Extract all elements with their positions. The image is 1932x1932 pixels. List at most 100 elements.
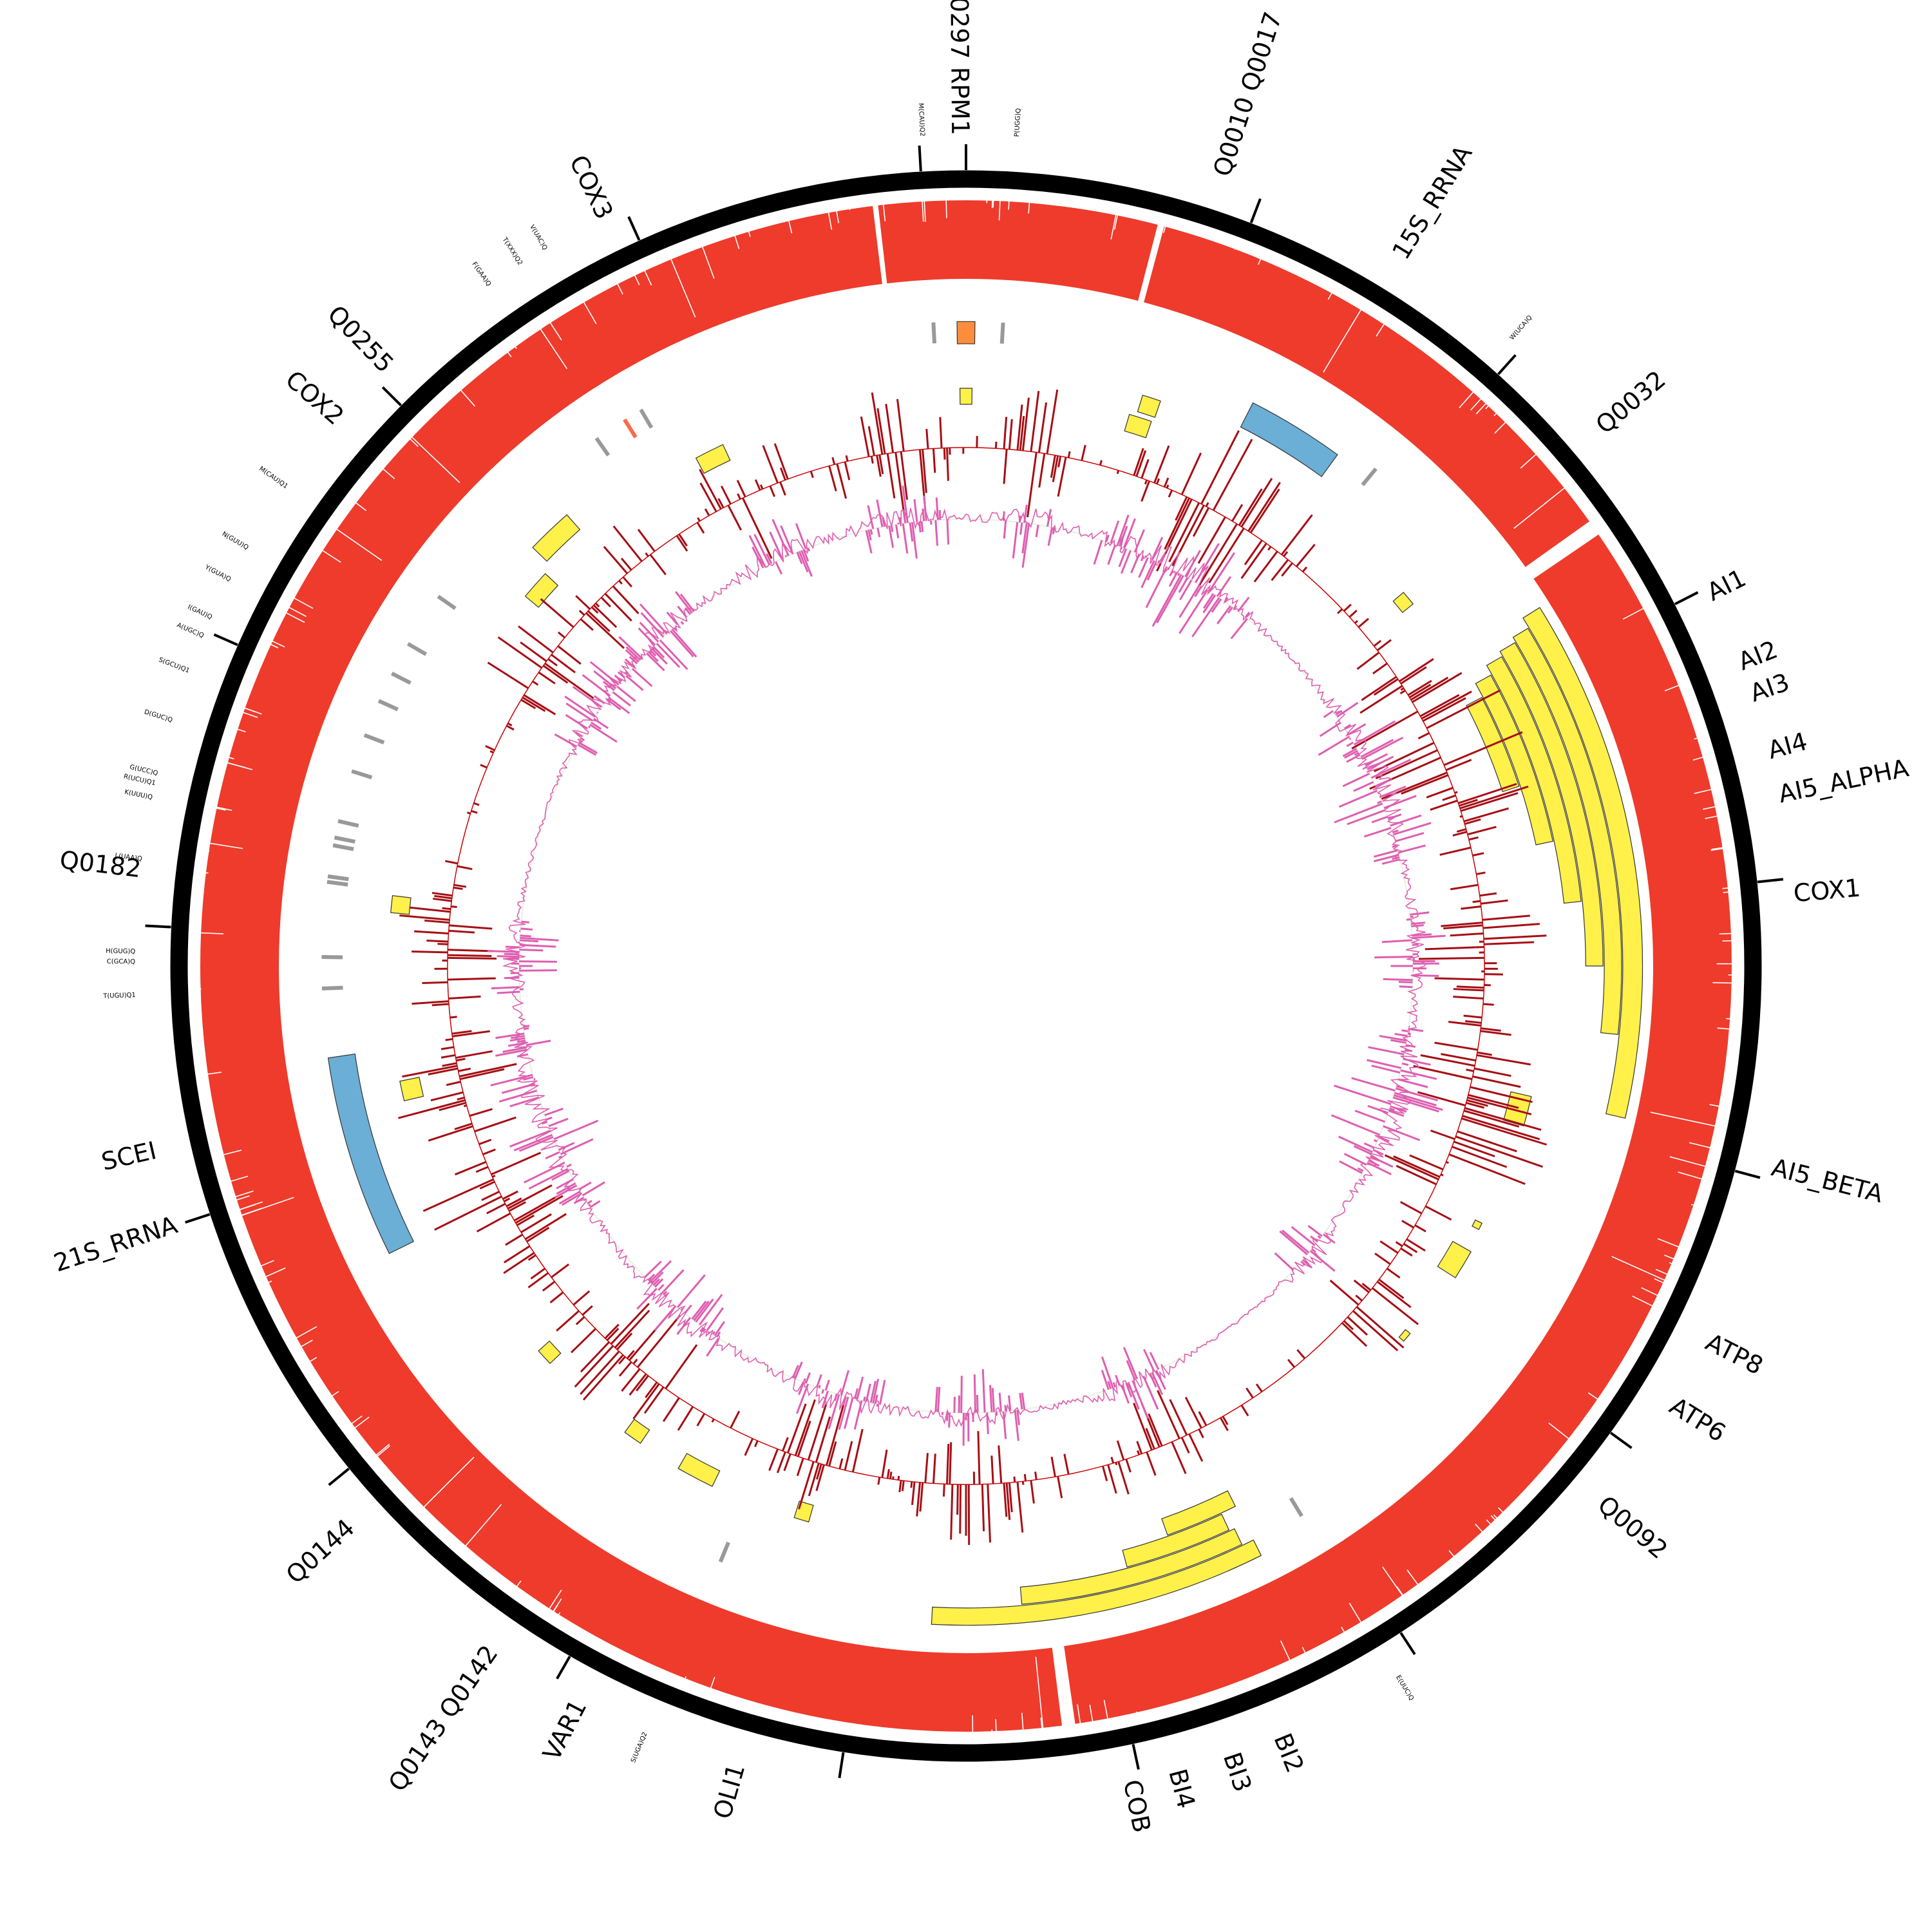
gene-label: COX2 [280, 365, 350, 431]
trna-label: M(CAU)Q2 [917, 103, 926, 137]
trna-label: L(UAA)Q [115, 852, 143, 862]
trna-label: W(UCA)Q [1509, 314, 1534, 342]
feature [399, 1077, 424, 1102]
trna-label: K(UUU)Q [124, 789, 153, 802]
gene-label: VAR1 [537, 1695, 592, 1765]
trna-feature [321, 985, 343, 990]
trna-feature [337, 819, 359, 828]
trna-feature [363, 733, 385, 744]
coverage-gap [872, 204, 887, 285]
trna-label: Y(GUA)Q [203, 564, 232, 583]
gene-label: ATP6 [1665, 1392, 1731, 1448]
position-tick [1734, 1170, 1761, 1179]
trna-label: E(UUC)Q [1394, 1674, 1415, 1702]
feature [931, 1539, 1262, 1626]
gc-line [502, 507, 1427, 1428]
trna-label: V(UAC)Q [528, 223, 549, 251]
gene-label: COX3 [564, 151, 619, 223]
gc-spikes [488, 486, 1446, 1446]
gene-label: 15S_RRNA [1387, 140, 1477, 264]
position-tick [1249, 198, 1262, 223]
feature [1392, 591, 1414, 613]
position-tick [918, 145, 922, 172]
gene-label: AI5_BETA [1768, 1153, 1886, 1209]
trna-label: C(GCA)Q [107, 958, 135, 965]
gene-label: AI3 [1747, 668, 1793, 708]
trna-feature [1361, 467, 1378, 486]
position-tick [328, 1468, 350, 1486]
trna-feature [334, 835, 355, 844]
gene-label: Q0182 [59, 846, 143, 883]
feature [327, 1054, 415, 1255]
trna-label: F(GAA)Q [470, 261, 492, 288]
gene-label: BI3 [1218, 1749, 1257, 1795]
position-tick [1132, 1744, 1140, 1770]
feature [1122, 1513, 1230, 1567]
feature [1240, 402, 1338, 477]
gene-label: Q0010 Q0017 [1208, 8, 1287, 180]
gene-label: Q0032 [1590, 365, 1671, 439]
feature [1161, 1490, 1236, 1536]
trna-label: T(XXX)Q2 [500, 236, 524, 267]
position-tick [1497, 354, 1517, 375]
gene-label: AI2 [1734, 635, 1781, 676]
trna-feature [639, 408, 654, 429]
trna-label: I(GAU)Q [187, 603, 214, 621]
gene-label: BI2 [1268, 1729, 1309, 1777]
position-tick [381, 386, 402, 406]
trna-label: P(UGG)Q [1014, 108, 1023, 137]
trna-feature [623, 418, 638, 439]
trna-feature [327, 880, 348, 887]
depth-histogram [398, 389, 1548, 1546]
feature [532, 514, 581, 562]
trna-feature [351, 769, 373, 780]
feature [1124, 413, 1152, 439]
gene-label: AI5_ALPHA [1776, 753, 1911, 808]
trna-feature [718, 1541, 730, 1563]
coverage-gaps [200, 200, 1732, 1732]
feature [1475, 674, 1554, 846]
gene-label: Q0144 [281, 1513, 360, 1589]
trna-label: D(GUC)Q [144, 708, 174, 724]
position-tick [145, 924, 171, 929]
trna-label: S(UGA)Q2 [630, 1731, 649, 1764]
feature [677, 1453, 721, 1487]
feature [1398, 1329, 1411, 1342]
gene-label: COX1 [1792, 873, 1862, 907]
feature [793, 1501, 814, 1523]
gene-label: ATP8 [1701, 1328, 1768, 1380]
trna-feature [1289, 1497, 1303, 1517]
gene-label: AI4 [1765, 727, 1810, 764]
trna-label: M(CAU)Q1 [258, 465, 289, 490]
trna-label: T(UGU)Q1 [102, 992, 136, 1000]
feature [960, 388, 972, 405]
trna-feature [594, 437, 611, 457]
gene-label: AI1 [1703, 564, 1751, 607]
feature [524, 573, 559, 608]
position-tick [556, 1656, 571, 1680]
coverage-gap [1052, 1645, 1075, 1727]
position-tick [185, 1213, 211, 1224]
trna-feature [327, 874, 349, 882]
position-tick [838, 1752, 845, 1779]
baseline [447, 447, 1485, 1485]
trna-label: N(GUU)Q [221, 531, 250, 551]
feature [1499, 642, 1604, 967]
feature [1512, 627, 1622, 1036]
trna-feature [406, 642, 428, 656]
coverage-gap [1137, 223, 1164, 303]
position-tick [213, 633, 238, 647]
feature [1019, 1528, 1243, 1605]
trna-feature [332, 843, 354, 851]
position-tick [1757, 878, 1784, 884]
gene-label: Q0092 [1593, 1490, 1673, 1564]
position-tick [627, 216, 641, 241]
feature [956, 321, 976, 345]
trna-label: A(UGC)Q [176, 621, 205, 639]
trna-feature [437, 594, 457, 611]
feature [1522, 607, 1643, 1119]
gene-label: Q0143 Q0142 [383, 1640, 503, 1797]
trna-feature [931, 322, 937, 344]
feature [624, 1419, 650, 1444]
